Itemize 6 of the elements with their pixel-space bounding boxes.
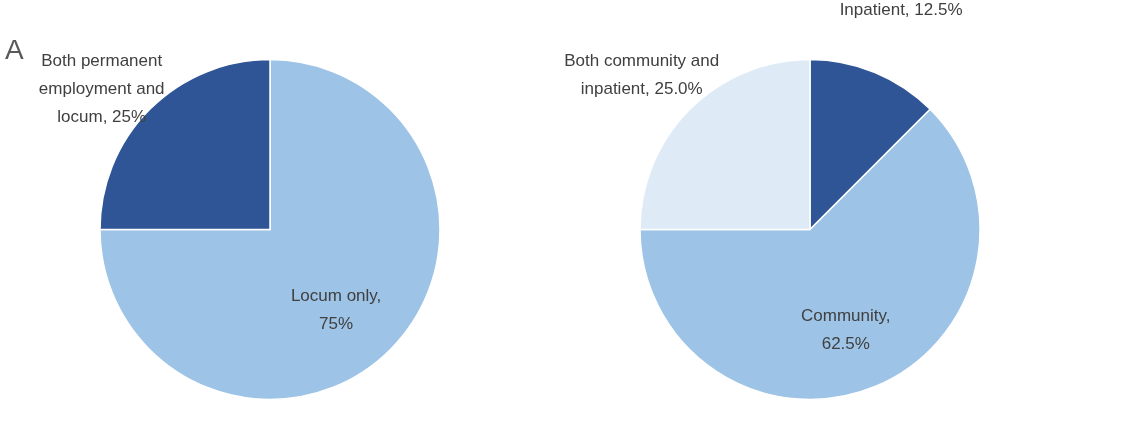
slice-label: Both community and inpatient, 25.0% — [564, 51, 720, 99]
slice-label: Both permanent employment and locum, 25% — [38, 51, 165, 127]
slice-label: Locum only, 75% — [290, 285, 382, 333]
slice-label: Community, 62.5% — [801, 305, 891, 353]
text: A — [5, 34, 24, 65]
slice-label: Inpatient, 12.5% — [839, 0, 963, 19]
